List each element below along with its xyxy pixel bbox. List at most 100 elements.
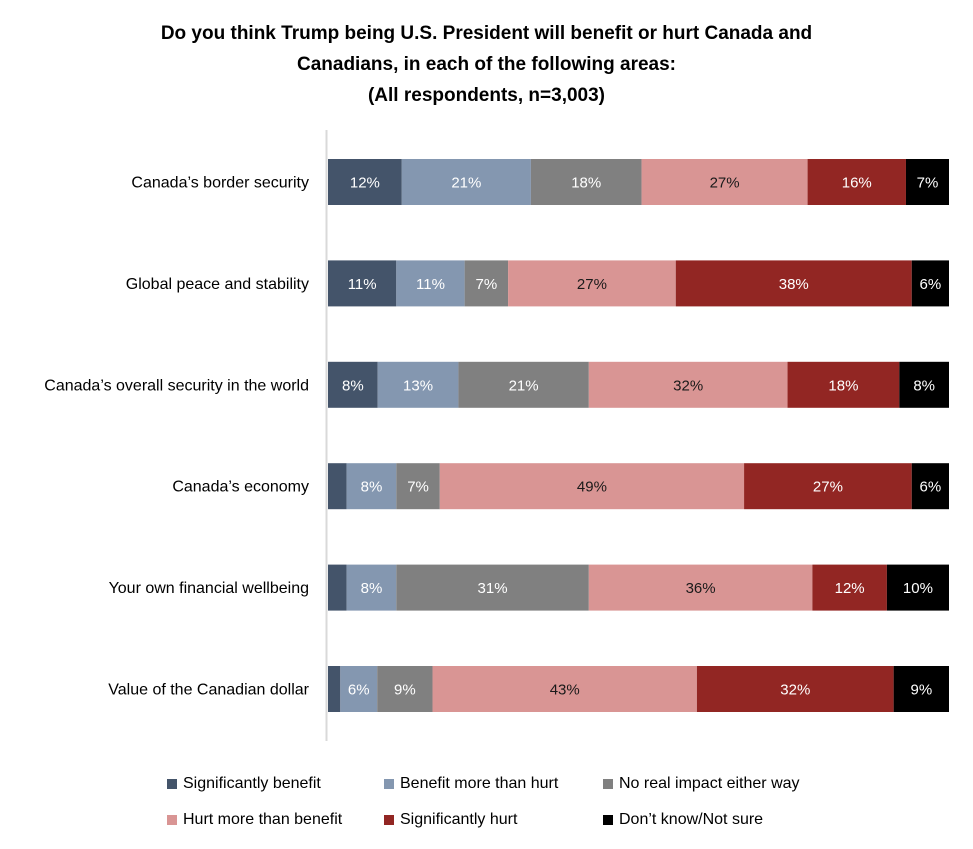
data-label: 7%	[476, 276, 498, 293]
legend-item: Significantly hurt	[384, 811, 517, 829]
legend-swatch	[384, 779, 394, 789]
data-label: 13%	[403, 377, 433, 394]
legend-item: Don’t know/Not sure	[603, 811, 763, 829]
data-label: 32%	[780, 682, 810, 699]
data-label: 11%	[416, 276, 445, 293]
data-label: 32%	[673, 377, 703, 394]
bar-segment	[346, 463, 397, 510]
bar-segment	[787, 361, 900, 408]
data-label: 27%	[813, 479, 843, 496]
legend-item: No real impact either way	[603, 775, 800, 793]
category-label: Your own financial wellbeing	[109, 580, 309, 597]
bar-segment	[346, 564, 397, 611]
bar-segment	[508, 260, 676, 307]
data-label: 8%	[913, 377, 935, 394]
data-label: 18%	[828, 377, 858, 394]
data-label: 11%	[348, 276, 377, 293]
bar-segment	[401, 159, 531, 205]
data-label: 8%	[361, 580, 383, 597]
category-label: Value of the Canadian dollar	[108, 682, 309, 699]
bar-segment	[641, 159, 808, 205]
data-label: 43%	[550, 682, 580, 699]
bar-segment	[328, 159, 402, 205]
legend-swatch	[384, 815, 394, 825]
bar-segment	[328, 463, 347, 510]
chart-title: Do you think Trump being U.S. President …	[0, 18, 973, 111]
legend-label: Hurt more than benefit	[183, 811, 343, 828]
bar-segment	[328, 564, 347, 611]
category-label: Canada’s economy	[172, 479, 309, 496]
data-label: 12%	[350, 175, 380, 192]
bar-segment	[340, 666, 378, 712]
bar-segment	[911, 463, 949, 510]
bar-segment	[807, 159, 906, 205]
data-label: 27%	[577, 276, 607, 293]
chart-title-line-1: Do you think Trump being U.S. President …	[160, 23, 813, 44]
data-label: 49%	[577, 479, 607, 496]
bar-segment	[588, 361, 788, 408]
data-label: 21%	[509, 377, 539, 394]
bar-segment	[396, 463, 440, 510]
bar-segment	[893, 666, 949, 712]
bars-group: 12% 21% 18% 27% 16% 7% 11% 11% 7% 27% 38% 6% 8% 13% 21…	[328, 159, 949, 712]
data-label: 36%	[686, 580, 716, 597]
chart-title-line-2: Canadians, in each of the following area…	[296, 54, 677, 75]
legend-swatch	[603, 779, 613, 789]
bar-segment	[464, 260, 509, 307]
bar-segment	[328, 260, 397, 307]
legend-item: Significantly benefit	[167, 775, 321, 793]
data-label: 9%	[394, 682, 416, 699]
category-label: Canada’s overall security in the world	[44, 377, 309, 394]
data-label: 10%	[903, 580, 933, 597]
data-label: 6%	[920, 479, 942, 496]
legend-label: Don’t know/Not sure	[619, 811, 764, 828]
data-label: 7%	[407, 479, 429, 496]
data-label: 7%	[917, 175, 939, 192]
legend-swatch	[167, 779, 177, 789]
bar-segment	[328, 361, 378, 408]
legend-item: Benefit more than hurt	[384, 775, 558, 793]
legend-swatch	[167, 815, 177, 825]
data-label: 6%	[920, 276, 942, 293]
data-label: 27%	[710, 175, 740, 192]
bar-segment	[396, 260, 465, 307]
legend-label: No real impact either way	[619, 775, 800, 792]
bar-segment	[812, 564, 887, 611]
data-label: 6%	[348, 682, 370, 699]
category-label: Canada’s border security	[131, 175, 309, 192]
legend-swatch	[603, 815, 613, 825]
bar-segment	[696, 666, 894, 712]
category-label: Global peace and stability	[126, 276, 309, 293]
bar-segment	[377, 666, 433, 712]
bar-segment	[886, 564, 949, 611]
category-labels: Canada’s border security Global peace and…	[44, 175, 309, 699]
data-label: 8%	[361, 479, 383, 496]
data-label: 16%	[842, 175, 872, 192]
bar-segment	[675, 260, 912, 307]
data-label: 9%	[910, 682, 932, 699]
data-label: 8%	[342, 377, 364, 394]
legend-label: Significantly hurt	[400, 811, 518, 828]
bar-segment	[744, 463, 912, 510]
bar-segment	[588, 564, 813, 611]
legend-item: Hurt more than benefit	[167, 811, 342, 829]
bar-segment	[911, 260, 949, 307]
bar-segment	[432, 666, 697, 712]
bar-segment	[396, 564, 589, 611]
bar-segment	[458, 361, 589, 408]
data-label: 18%	[571, 175, 601, 192]
chart-title-line-3: (All respondents, n=3,003)	[367, 85, 606, 106]
data-label: 31%	[478, 580, 508, 597]
data-label: 21%	[451, 175, 481, 192]
bar-segment	[377, 361, 459, 408]
data-label: 38%	[779, 276, 809, 293]
bar-segment	[899, 361, 949, 408]
bar-segment	[439, 463, 745, 510]
bar-segment	[905, 159, 949, 205]
legend-label: Significantly benefit	[183, 775, 321, 792]
bar-segment	[328, 666, 341, 712]
legend-label: Benefit more than hurt	[400, 775, 559, 792]
bar-segment	[530, 159, 642, 205]
data-label: 12%	[835, 580, 865, 597]
